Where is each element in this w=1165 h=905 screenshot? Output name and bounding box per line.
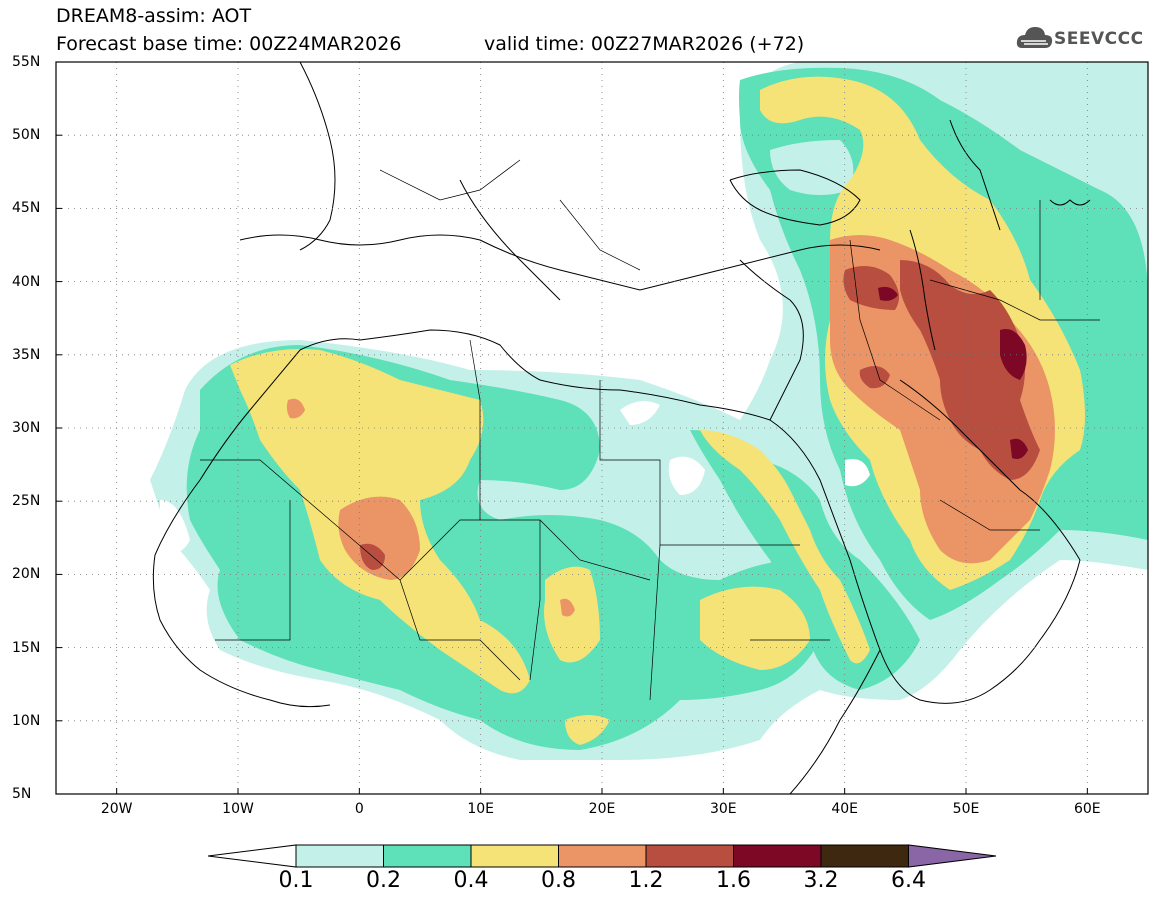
colorbar-label: 1.2 [628, 868, 664, 893]
map-title: DREAM8-assim: AOT [56, 5, 252, 27]
lon-label: 0 [354, 801, 364, 817]
lat-label: 20N [12, 566, 41, 583]
lat-label: 15N [12, 639, 41, 656]
coastlines [152, 62, 1091, 794]
colorbar-label: 0.2 [366, 868, 401, 893]
logo-text: SEEVCCC [1054, 29, 1144, 49]
lon-label: 30E [709, 801, 737, 817]
lon-label: 20E [588, 801, 616, 817]
aot-clear-areas [160, 401, 870, 554]
lon-label: 10W [222, 801, 254, 817]
lon-label: 40E [831, 801, 858, 817]
lat-label: 10N [12, 712, 41, 729]
lat-label: 55N [12, 54, 41, 70]
lat-label: 45N [12, 200, 41, 217]
colorbar-label: 1.6 [716, 868, 751, 893]
forecast-base-time: Forecast base time: 00Z24MAR2026 [56, 33, 402, 55]
lat-label: 25N [12, 493, 41, 510]
cloud-icon [1016, 27, 1053, 48]
lat-label: 30N [12, 420, 41, 436]
colorbar-label: 6.4 [891, 868, 926, 893]
aot-layer-1.6 [878, 286, 1028, 459]
lon-label: 50E [952, 801, 980, 817]
lon-label: 60E [1073, 801, 1101, 817]
lat-label: 40N [12, 273, 41, 290]
colorbar-label: 0.8 [541, 868, 576, 893]
lon-label: 10E [467, 801, 494, 817]
colorbar-label: 0.1 [278, 868, 314, 893]
colorbar-label: 3.2 [803, 868, 839, 893]
axis-ticks [56, 61, 1088, 795]
valid-time: valid time: 00Z27MAR2026 (+72) [484, 33, 805, 55]
lon-label: 20W [100, 801, 133, 817]
colorbar-label: 0.4 [453, 868, 489, 893]
seevccc-logo: SEEVCCC [1016, 22, 1156, 58]
lat-label: 5N [12, 786, 32, 802]
country-borders [200, 159, 1100, 701]
lat-label: 50N [12, 127, 41, 144]
lat-label: 35N [12, 346, 41, 363]
aot-fields [150, 62, 1148, 760]
